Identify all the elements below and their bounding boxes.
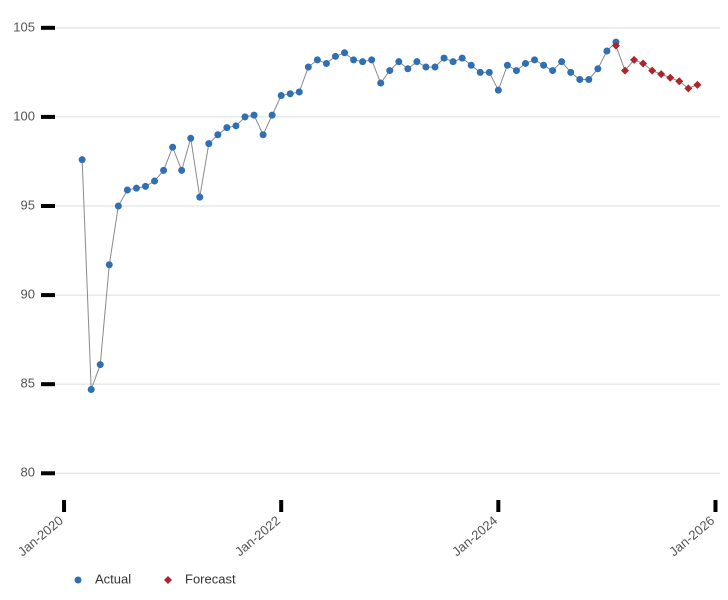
chart-container: 80 85 90 95 100 105 Jan-2020 Jan-2022 Jan-2024 Ja… <box>0 0 728 600</box>
marker-actual <box>242 113 249 120</box>
marker-forecast <box>666 74 674 82</box>
marker-actual <box>567 69 574 76</box>
marker-actual <box>495 87 502 94</box>
marker-actual <box>187 135 194 142</box>
marker-actual <box>368 56 375 63</box>
marker-actual <box>305 64 312 71</box>
xtick-label: Jan-2024 <box>449 513 500 559</box>
marker-actual <box>377 80 384 87</box>
marker-actual <box>260 131 267 138</box>
ytick-label: 105 <box>13 19 35 34</box>
legend-label-actual: Actual <box>95 571 131 586</box>
marker-actual <box>359 58 366 65</box>
xtick-label: Jan-2020 <box>15 513 66 559</box>
marker-actual <box>133 185 140 192</box>
marker-actual <box>232 122 239 129</box>
ytick-label: 85 <box>21 376 35 391</box>
marker-actual <box>151 178 158 185</box>
marker-actual <box>404 65 411 72</box>
series-line-actual <box>82 42 616 389</box>
marker-actual <box>432 64 439 71</box>
marker-actual <box>576 76 583 83</box>
marker-actual <box>585 76 592 83</box>
marker-actual <box>486 69 493 76</box>
ytick-label: 95 <box>21 197 35 212</box>
marker-actual <box>386 67 393 74</box>
marker-actual <box>142 183 149 190</box>
marker-actual <box>513 67 520 74</box>
xtick-label: Jan-2022 <box>232 513 283 559</box>
marker-actual <box>106 261 113 268</box>
chart-svg: 80 85 90 95 100 105 Jan-2020 Jan-2022 Jan-2024 Ja… <box>0 0 728 600</box>
marker-actual <box>522 60 529 67</box>
xtick-label: Jan-2026 <box>666 513 717 559</box>
marker-actual <box>169 144 176 151</box>
marker-actual <box>350 56 357 63</box>
marker-actual <box>205 140 212 147</box>
marker-actual <box>88 386 95 393</box>
marker-actual <box>124 186 131 193</box>
marker-actual <box>79 156 86 163</box>
marker-actual <box>468 62 475 69</box>
marker-actual <box>459 55 466 62</box>
marker-actual <box>97 361 104 368</box>
marker-forecast <box>693 81 701 89</box>
marker-actual <box>422 64 429 71</box>
legend-marker-actual <box>75 577 82 584</box>
marker-actual <box>531 56 538 63</box>
marker-forecast <box>657 70 665 78</box>
marker-actual <box>278 92 285 99</box>
marker-actual <box>160 167 167 174</box>
marker-actual <box>450 58 457 65</box>
legend-marker-forecast <box>164 576 172 584</box>
marker-actual <box>603 47 610 54</box>
marker-actual <box>214 131 221 138</box>
ytick-label: 80 <box>21 465 35 480</box>
marker-actual <box>287 90 294 97</box>
marker-actual <box>332 53 339 60</box>
ytick-label: 90 <box>21 287 35 302</box>
legend-label-forecast: Forecast <box>185 571 236 586</box>
marker-actual <box>341 49 348 56</box>
marker-actual <box>477 69 484 76</box>
series-line-forecast <box>616 46 697 89</box>
marker-actual <box>395 58 402 65</box>
marker-actual <box>251 112 258 119</box>
marker-actual <box>540 62 547 69</box>
marker-actual <box>558 58 565 65</box>
marker-actual <box>115 203 122 210</box>
marker-actual <box>549 67 556 74</box>
marker-actual <box>504 62 511 69</box>
marker-actual <box>196 194 203 201</box>
marker-actual <box>296 88 303 95</box>
marker-actual <box>413 58 420 65</box>
marker-actual <box>594 65 601 72</box>
ytick-label: 100 <box>13 108 35 123</box>
marker-actual <box>441 55 448 62</box>
marker-actual <box>269 112 276 119</box>
marker-actual <box>223 124 230 131</box>
marker-actual <box>178 167 185 174</box>
marker-actual <box>314 56 321 63</box>
marker-actual <box>323 60 330 67</box>
